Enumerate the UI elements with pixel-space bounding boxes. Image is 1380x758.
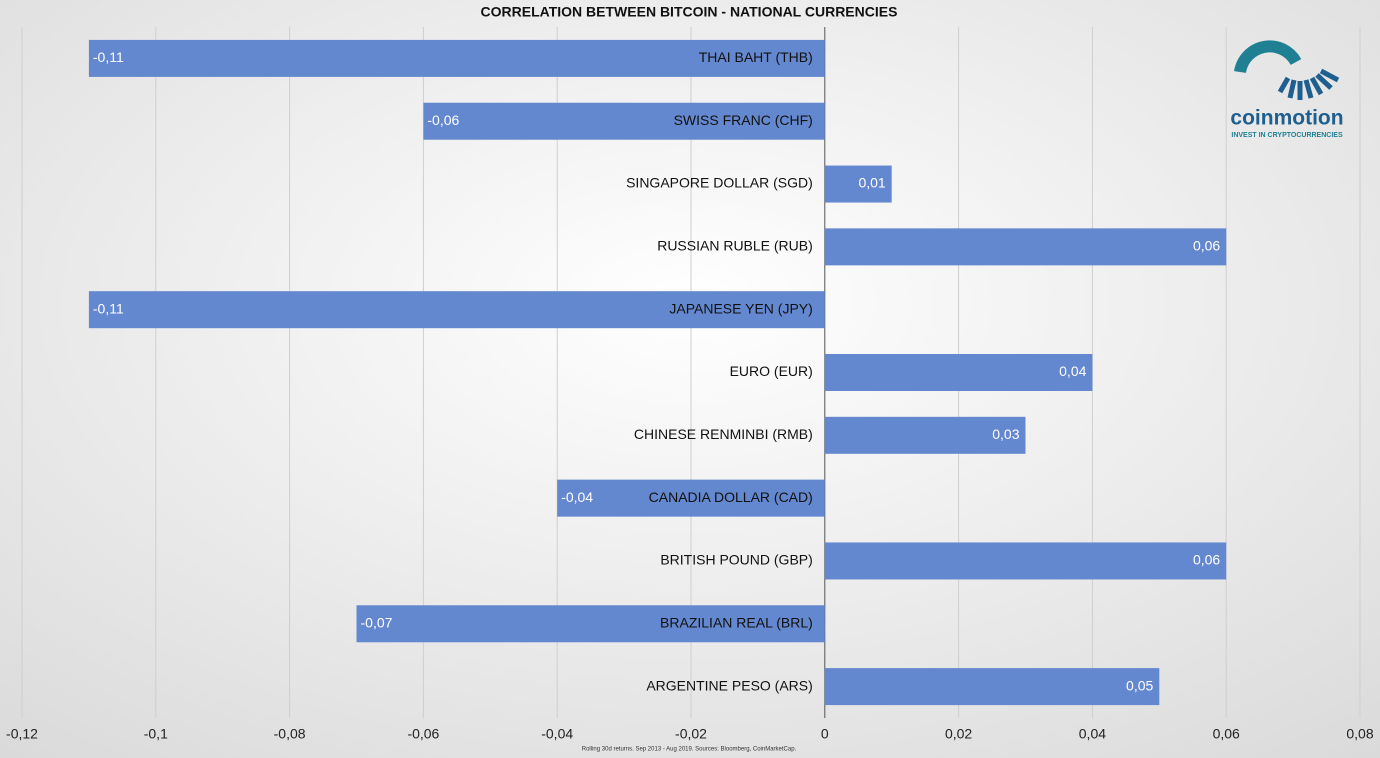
x-tick-label: 0,02 [945, 726, 972, 742]
x-tick-label: -0,06 [407, 726, 439, 742]
x-tick-label: 0,04 [1079, 726, 1106, 742]
x-tick-label: -0,08 [274, 726, 306, 742]
x-tick-label: 0,08 [1346, 726, 1373, 742]
value-label: 0,03 [992, 426, 1019, 442]
value-label: 0,04 [1059, 363, 1086, 379]
x-tick-label: -0,02 [675, 726, 707, 742]
category-label: EURO (EUR) [730, 363, 813, 379]
value-label: -0,04 [561, 489, 593, 505]
category-label: CANADIA DOLLAR (CAD) [649, 489, 813, 505]
category-label: BRAZILIAN REAL (BRL) [660, 614, 813, 630]
bar [557, 479, 825, 517]
chart-title: CORRELATION BETWEEN BITCOIN - NATIONAL C… [481, 4, 898, 20]
footnote: Rolling 30d returns. Sep 2013 - Aug 2019… [582, 747, 797, 753]
value-label: 0,06 [1193, 238, 1220, 254]
bar [824, 416, 1026, 454]
logo-rays [1277, 68, 1340, 100]
value-label: -0,07 [361, 614, 393, 630]
x-tick-label: 0,06 [1213, 726, 1240, 742]
x-tick-label: -0,12 [6, 726, 38, 742]
bar [423, 102, 825, 140]
value-label: -0,11 [93, 300, 124, 316]
category-label: RUSSIAN RUBLE (RUB) [657, 238, 813, 254]
category-label: BRITISH POUND (GBP) [660, 552, 812, 568]
bar [356, 605, 825, 643]
bar [88, 291, 825, 329]
x-tick-label: -0,04 [541, 726, 573, 742]
category-label: CHINESE RENMINBI (RMB) [634, 426, 813, 442]
category-label: SINGAPORE DOLLAR (SGD) [626, 175, 813, 191]
bar [824, 228, 1227, 266]
x-tick-label: -0,1 [144, 726, 168, 742]
bar [824, 165, 892, 203]
value-label: 0,01 [858, 175, 885, 191]
logo-name: coinmotion [1230, 107, 1343, 130]
bar [824, 354, 1093, 391]
logo-arc [1234, 40, 1302, 74]
category-label: SWISS FRANC (CHF) [674, 112, 813, 128]
category-label: THAI BAHT (THB) [699, 49, 813, 65]
category-label: ARGENTINE PESO (ARS) [646, 677, 812, 693]
value-label: -0,11 [93, 49, 124, 65]
value-label: 0,05 [1126, 677, 1153, 693]
bar [88, 39, 825, 77]
category-label: JAPANESE YEN (JPY) [669, 300, 812, 316]
logo: coinmotion INVEST IN CRYPTOCURRENCIES [1230, 40, 1344, 139]
bar [824, 668, 1160, 706]
logo-tagline: INVEST IN CRYPTOCURRENCIES [1231, 132, 1343, 139]
value-label: -0,06 [427, 112, 459, 128]
x-tick-label: 0 [821, 726, 829, 742]
bar [824, 542, 1227, 580]
value-label: 0,06 [1193, 552, 1220, 568]
